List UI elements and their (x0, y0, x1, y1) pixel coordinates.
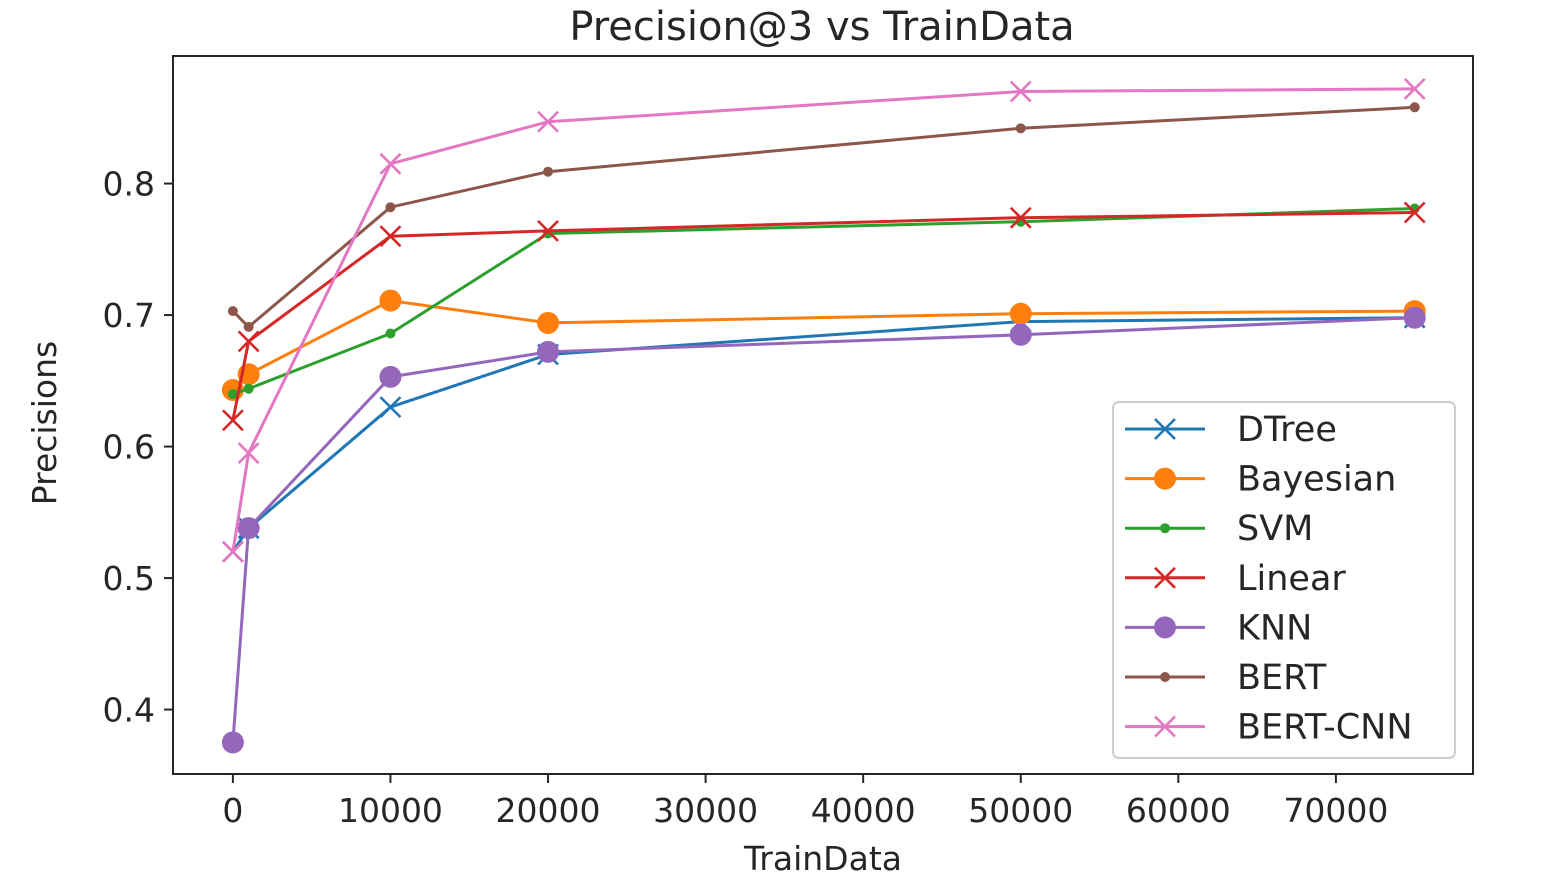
data-point (227, 306, 238, 317)
series-line (231, 105, 1415, 329)
x-tick-label: 60000 (1126, 791, 1231, 830)
series-line (231, 211, 1415, 421)
data-point (1009, 302, 1032, 325)
y-axis: 0.4 0.5 0.6 0.7 0.8 (103, 165, 173, 730)
y-tick-label: 0.4 (103, 691, 155, 730)
data-point (537, 311, 560, 334)
data-point (221, 540, 244, 563)
series-bert-cnn (221, 77, 1426, 563)
data-point (237, 517, 260, 540)
series-bert (227, 102, 1420, 332)
x-tick-label: 10000 (338, 791, 443, 830)
series-knn (221, 306, 1426, 754)
data-point (379, 396, 402, 419)
data-point (543, 166, 554, 177)
data-point (227, 388, 238, 399)
legend-marker (1154, 566, 1176, 589)
data-point (1403, 201, 1426, 224)
data-point (243, 383, 254, 394)
data-point (1403, 306, 1426, 329)
series-bayesian (221, 289, 1426, 402)
data-point (1403, 77, 1426, 100)
plot-frame (172, 55, 1474, 775)
data-point (1009, 206, 1032, 229)
series-line (231, 299, 1415, 392)
x-tick-label: 40000 (811, 791, 916, 830)
legend-label: BERT (1237, 658, 1327, 698)
data-point (1009, 323, 1032, 346)
data-point (379, 225, 402, 248)
y-axis-title: Precisions (25, 341, 64, 505)
data-point (537, 110, 559, 133)
legend: DTree Bayesian SVM Linear KNN BERT BERT-CNN (1112, 401, 1456, 759)
x-tick-label: 20000 (496, 791, 601, 830)
x-tick-label: 0 (222, 791, 243, 830)
legend-item: KNN (1125, 608, 1312, 648)
series-layer (221, 77, 1426, 754)
data-point (1409, 102, 1420, 113)
legend-item: Linear (1125, 559, 1346, 599)
chart-title: Precision@3 vs TrainData (569, 4, 1074, 50)
series-line (231, 87, 1415, 553)
data-point (237, 442, 260, 465)
data-point (221, 731, 244, 754)
x-axis-title: TrainData (743, 839, 902, 878)
legend-label: SVM (1237, 509, 1313, 549)
legend-item: BERT-CNN (1125, 708, 1413, 748)
data-point (243, 321, 254, 332)
data-point (221, 409, 244, 432)
x-tick-label: 50000 (968, 791, 1073, 830)
data-point (1009, 80, 1032, 103)
data-point (537, 219, 559, 242)
data-point (537, 340, 560, 363)
data-point (385, 328, 396, 339)
y-tick-label: 0.8 (103, 165, 155, 204)
series-line (231, 316, 1415, 743)
legend-marker (1160, 672, 1170, 682)
legend-marker (1160, 523, 1170, 534)
x-tick-label: 70000 (1283, 791, 1388, 830)
legend-label: DTree (1237, 410, 1337, 450)
legend-item: SVM (1125, 509, 1313, 549)
legend-item: Bayesian (1125, 460, 1396, 500)
y-tick-label: 0.6 (103, 428, 155, 467)
x-axis: 0 10000 20000 30000 40000 50000 60000 70000 (222, 774, 1388, 830)
data-point (379, 152, 402, 175)
legend-item: DTree (1125, 410, 1337, 450)
legend-marker (1154, 418, 1176, 440)
series-svm (227, 203, 1420, 399)
legend-marker (1154, 467, 1176, 490)
data-point (379, 289, 402, 312)
series-linear (221, 201, 1426, 432)
legend-frame (1112, 401, 1456, 759)
legend-label: Bayesian (1237, 460, 1396, 500)
legend-item: BERT (1125, 658, 1327, 698)
legend-label: Linear (1237, 559, 1346, 599)
legend-label: BERT-CNN (1237, 708, 1413, 748)
y-tick-label: 0.7 (103, 296, 155, 335)
x-tick-label: 30000 (653, 791, 758, 830)
legend-marker (1154, 616, 1176, 639)
y-tick-label: 0.5 (103, 559, 155, 598)
data-point (385, 202, 396, 213)
legend-label: KNN (1237, 608, 1312, 648)
data-point (237, 330, 260, 353)
data-point (379, 365, 402, 388)
data-point (1015, 123, 1026, 134)
legend-marker (1154, 715, 1176, 738)
